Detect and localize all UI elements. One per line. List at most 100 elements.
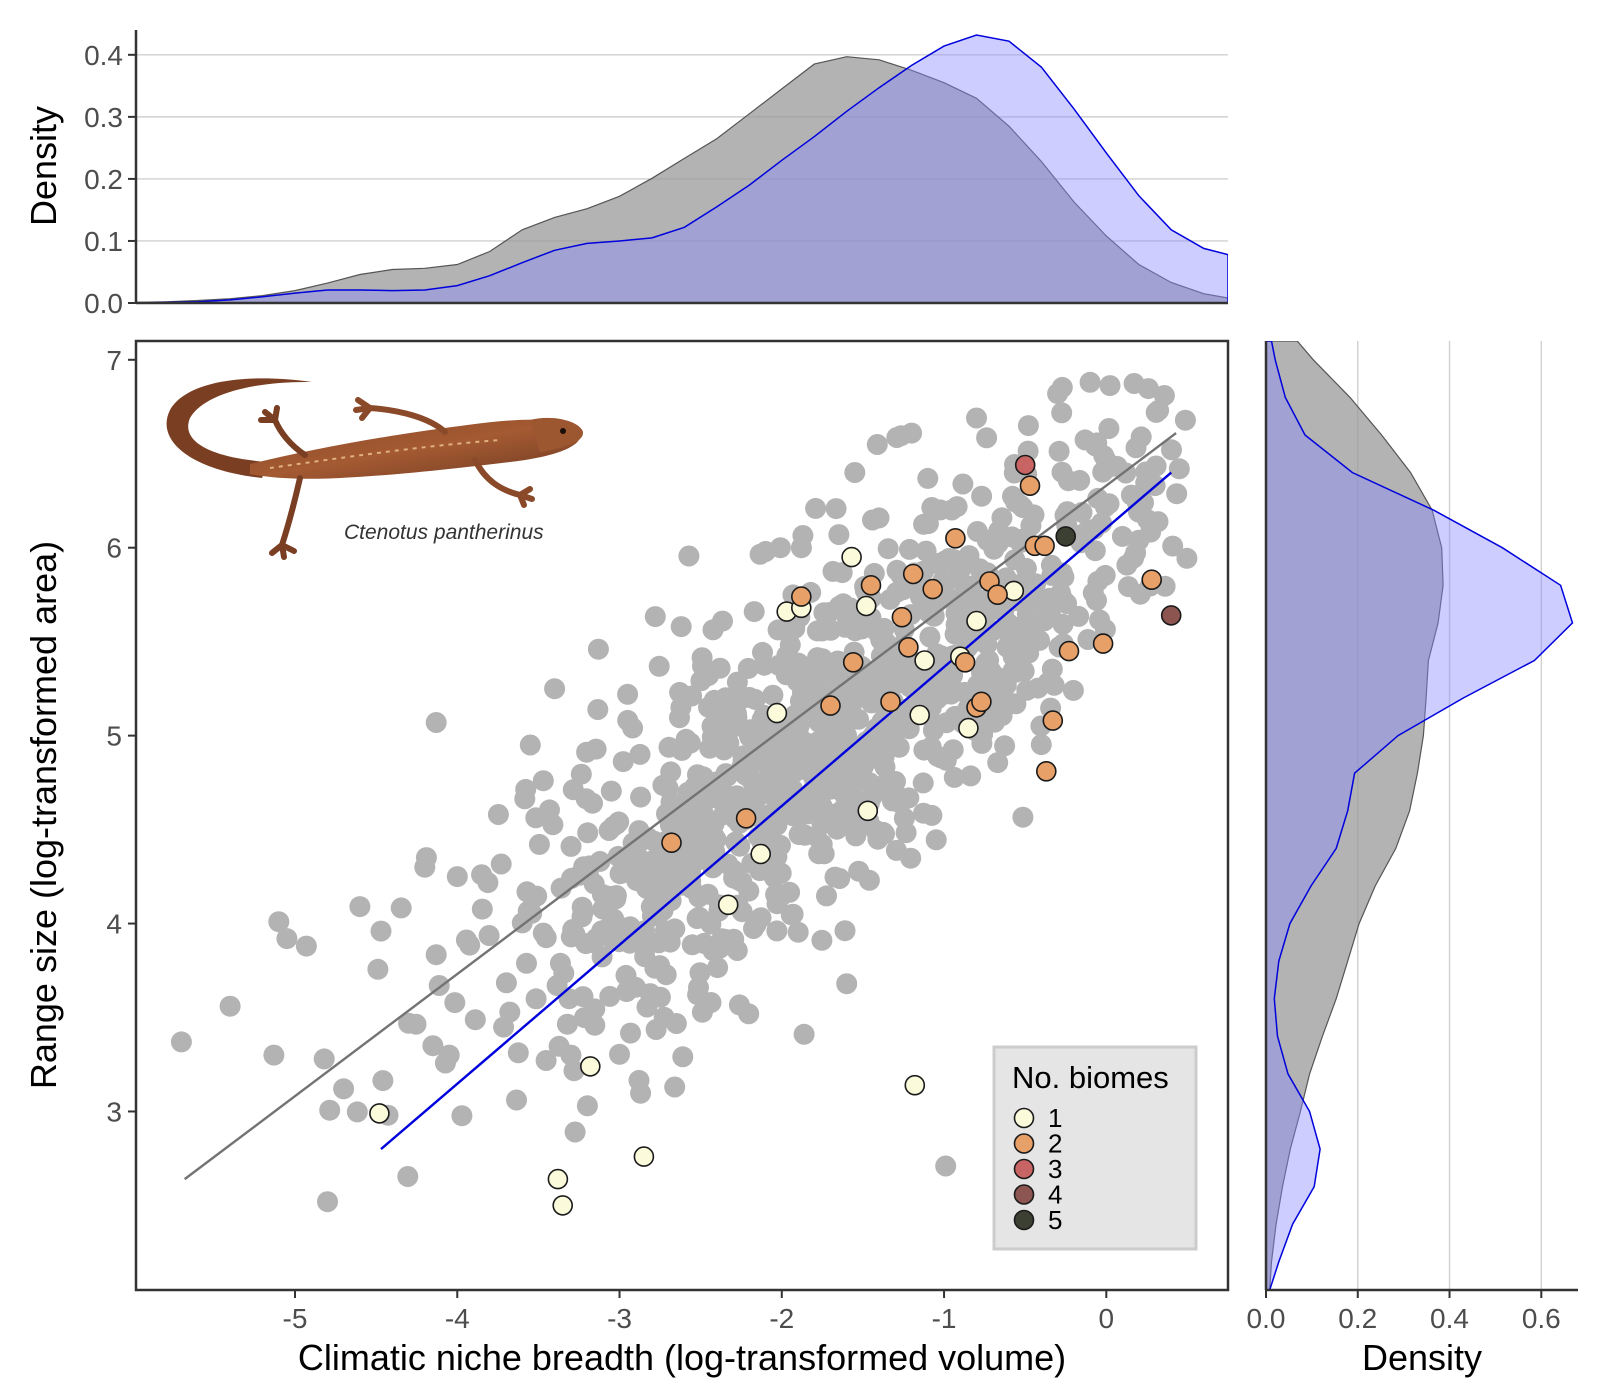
scatter-point	[1062, 679, 1084, 701]
scatter-point	[370, 920, 392, 942]
scatter-point	[1005, 693, 1027, 715]
lizard-eye	[560, 428, 566, 434]
biome-2-point	[902, 563, 924, 585]
scatter-point	[477, 872, 499, 894]
scatter-point	[532, 770, 554, 792]
legend-label-2: 2	[1048, 1129, 1062, 1159]
scatter-point	[753, 654, 775, 676]
scatter-point	[390, 897, 412, 919]
scatter-point	[759, 861, 781, 883]
scatter-point	[785, 757, 807, 779]
scatter-point	[587, 638, 609, 660]
scatter-point	[556, 1013, 578, 1035]
scatter-point	[585, 738, 607, 760]
scatter-point	[730, 688, 752, 710]
biome-2-point	[898, 636, 919, 658]
legend-key-2	[1013, 1133, 1035, 1154]
scatter-point	[935, 1155, 957, 1177]
scatter-point	[528, 833, 550, 855]
legend-key-1	[1013, 1107, 1035, 1129]
scatter-point	[1098, 493, 1120, 515]
right-x-tick-label: 0.4	[1430, 1303, 1469, 1334]
scatter-point	[405, 1013, 427, 1035]
scatter-point	[701, 846, 723, 868]
scatter-point	[644, 606, 666, 628]
scatter-point	[805, 497, 827, 519]
scatter-point	[609, 1043, 630, 1065]
scatter-point	[665, 1013, 687, 1034]
scatter-point	[862, 509, 883, 531]
x-ticks: -5 -4 -3 -2 -1 0	[283, 1290, 1114, 1334]
scatter-point	[1162, 535, 1184, 557]
scatter-point	[919, 626, 941, 648]
biome-1-point	[750, 843, 772, 865]
scatter-point	[925, 829, 947, 851]
biome-1-point	[633, 1146, 655, 1167]
scatter-point	[917, 467, 939, 489]
scatter-point	[871, 663, 893, 685]
scatter-point	[415, 847, 437, 869]
top-y-tick-label: 0.3	[84, 102, 123, 133]
biome-2-point	[1092, 633, 1114, 654]
scatter-point	[487, 804, 509, 825]
legend-label-5: 5	[1048, 1205, 1062, 1235]
scatter-point	[506, 1089, 527, 1111]
scatter-point	[827, 650, 849, 672]
scatter-point	[548, 1035, 570, 1057]
scatter-point	[649, 955, 671, 977]
lizard-hind-leg-lower	[269, 475, 303, 560]
scatter-point	[940, 674, 962, 696]
scatter-point	[816, 615, 837, 637]
scatter-point	[1161, 439, 1182, 461]
scatter-point	[1079, 371, 1101, 393]
legend-label-3: 3	[1048, 1154, 1062, 1184]
scatter-point	[1168, 458, 1190, 480]
scatter-point	[1056, 501, 1078, 523]
scatter-point	[525, 988, 547, 1010]
biome-points	[369, 454, 1182, 1216]
biome-1-point	[547, 1168, 569, 1190]
scatter-point	[707, 699, 729, 721]
biome-2-point	[735, 807, 757, 829]
scatter-point	[560, 835, 582, 857]
scatter-point	[444, 992, 466, 1014]
scatter-point	[659, 931, 681, 953]
scatter-point	[346, 1101, 368, 1123]
top-y-ticks: 0.0 0.1 0.2 0.3 0.4	[84, 40, 136, 319]
biome-2-point	[954, 651, 976, 673]
biome-2-point	[842, 651, 864, 673]
scatter-point	[516, 952, 537, 974]
scatter-point	[587, 699, 609, 720]
scatter-point	[507, 1042, 529, 1064]
scatter-point	[603, 908, 625, 930]
scatter-point	[605, 885, 627, 906]
scatter-point	[703, 812, 725, 834]
trend-line-1	[380, 471, 1172, 1150]
scatter-point	[608, 811, 630, 833]
x-tick-label: -4	[445, 1303, 470, 1334]
scatter-point	[844, 462, 866, 483]
y-tick-label: 3	[106, 1096, 122, 1127]
scatter-point	[1135, 472, 1157, 494]
scatter-point	[616, 981, 638, 1003]
scatter-point	[762, 684, 784, 706]
top-y-tick-label: 0.1	[84, 226, 123, 257]
lizard-tail	[166, 378, 312, 478]
scatter-point	[839, 692, 861, 714]
scatter-point	[790, 537, 812, 559]
scatter-point	[666, 851, 688, 873]
scatter-point	[858, 869, 880, 891]
scatter-point	[544, 678, 566, 700]
scatter-point	[583, 873, 605, 895]
scatter-point	[852, 738, 874, 760]
biome-2-point	[1042, 710, 1064, 731]
scatter-point	[689, 962, 711, 984]
scatter-point	[929, 499, 951, 521]
scatter-point	[788, 824, 810, 846]
scatter-point	[478, 925, 500, 946]
scatter-point	[725, 831, 747, 853]
biome-2-point	[820, 695, 841, 716]
scatter-point	[1015, 557, 1037, 579]
scatter-point	[268, 911, 290, 933]
scatter-point	[620, 1022, 641, 1044]
